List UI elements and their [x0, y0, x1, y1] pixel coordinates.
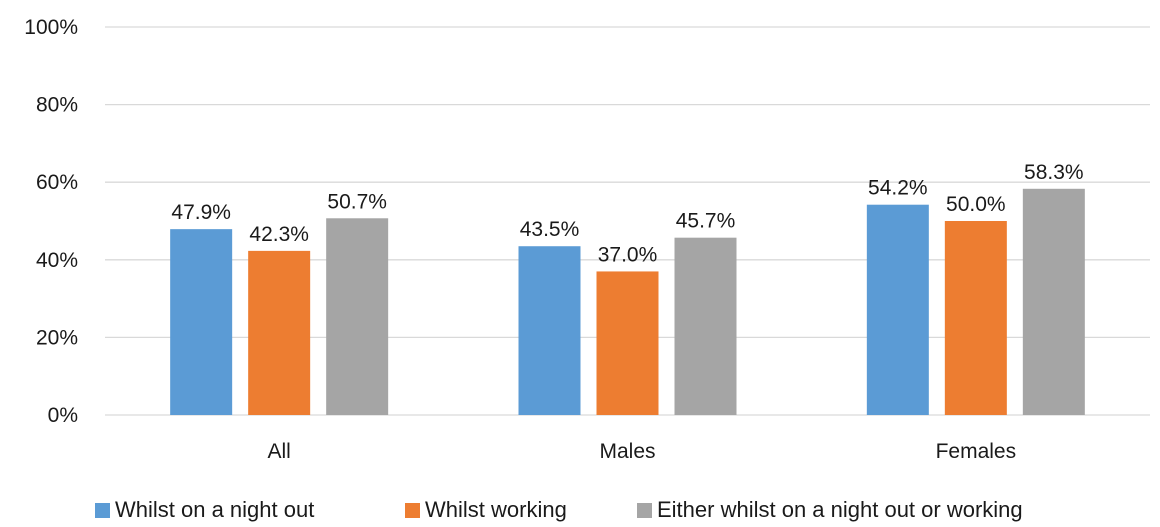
y-tick-label: 80%	[36, 94, 78, 117]
legend-label: Whilst working	[425, 497, 567, 522]
x-axis-ticks: All Males Females	[267, 440, 1016, 463]
data-label: 37.0%	[598, 243, 658, 266]
bar	[596, 271, 659, 415]
x-tick-label: Males	[599, 440, 655, 463]
data-label: 58.3%	[1024, 161, 1084, 184]
legend-swatch	[95, 503, 110, 518]
legend-label: Whilst on a night out	[115, 497, 314, 522]
legend-label: Either whilst on a night out or working	[657, 497, 1023, 522]
bar	[248, 250, 311, 415]
bar	[326, 218, 389, 415]
bar	[944, 221, 1007, 415]
data-labels: 47.9% 42.3% 50.7% 43.5% 37.0% 45.7% 54.2% 50.0%…	[171, 161, 1083, 267]
y-tick-label: 0%	[48, 404, 78, 427]
y-tick-label: 40%	[36, 249, 78, 272]
data-label: 45.7%	[676, 210, 736, 233]
data-label: 47.9%	[171, 201, 231, 224]
x-tick-label: All	[267, 440, 290, 463]
bars	[170, 188, 1085, 415]
bar	[674, 237, 737, 415]
data-label: 43.5%	[520, 218, 580, 241]
x-tick-label: Females	[936, 440, 1017, 463]
y-tick-label: 60%	[36, 171, 78, 194]
data-label: 54.2%	[868, 177, 928, 200]
data-label: 50.0%	[946, 193, 1006, 216]
legend-swatch	[405, 503, 420, 518]
data-label: 42.3%	[249, 223, 309, 246]
data-label: 50.7%	[327, 190, 387, 213]
bar	[1022, 188, 1085, 415]
y-tick-label: 100%	[24, 16, 78, 39]
y-axis-ticks: 0% 20% 40% 60% 80% 100%	[24, 16, 78, 427]
legend: Whilst on a night out Whilst working Eithe…	[95, 497, 1023, 522]
legend-swatch	[637, 503, 652, 518]
bar	[866, 204, 929, 415]
y-tick-label: 20%	[36, 326, 78, 349]
bar	[518, 246, 581, 415]
bar	[170, 229, 233, 415]
